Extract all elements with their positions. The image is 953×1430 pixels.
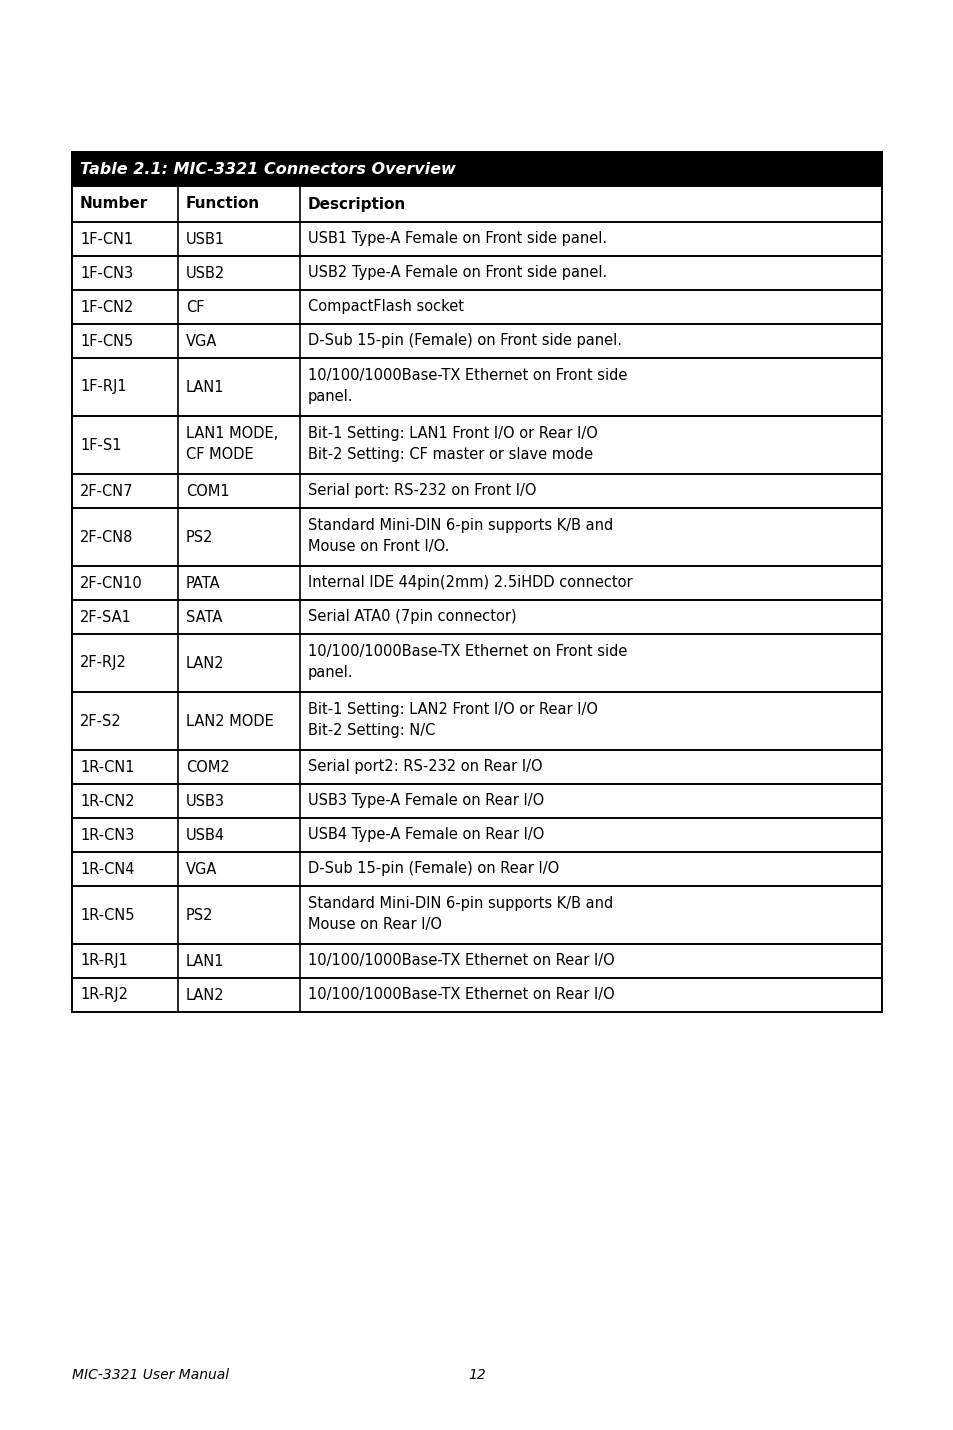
Text: 1R-CN3: 1R-CN3 bbox=[80, 828, 134, 842]
Text: 2F-CN8: 2F-CN8 bbox=[80, 529, 133, 545]
Text: USB3 Type-A Female on Rear I/O: USB3 Type-A Female on Rear I/O bbox=[308, 794, 543, 808]
Text: 1R-RJ1: 1R-RJ1 bbox=[80, 954, 128, 968]
Text: Standard Mini-DIN 6-pin supports K/B and: Standard Mini-DIN 6-pin supports K/B and bbox=[308, 897, 613, 911]
Text: 10/100/1000Base-TX Ethernet on Rear I/O: 10/100/1000Base-TX Ethernet on Rear I/O bbox=[308, 988, 614, 1002]
Text: USB4 Type-A Female on Rear I/O: USB4 Type-A Female on Rear I/O bbox=[308, 828, 544, 842]
Text: Mouse on Front I/O.: Mouse on Front I/O. bbox=[308, 539, 449, 553]
Text: LAN1: LAN1 bbox=[186, 379, 224, 395]
Text: Bit-1 Setting: LAN2 Front I/O or Rear I/O: Bit-1 Setting: LAN2 Front I/O or Rear I/… bbox=[308, 702, 598, 716]
Text: 2F-RJ2: 2F-RJ2 bbox=[80, 655, 127, 671]
Text: VGA: VGA bbox=[186, 333, 217, 349]
Text: Bit-2 Setting: N/C: Bit-2 Setting: N/C bbox=[308, 722, 435, 738]
Bar bbox=[71, 222, 882, 256]
Text: 1F-CN3: 1F-CN3 bbox=[80, 266, 133, 280]
Text: 1R-RJ2: 1R-RJ2 bbox=[80, 988, 128, 1002]
Bar bbox=[71, 601, 882, 633]
Bar bbox=[71, 290, 882, 325]
Text: USB1 Type-A Female on Front side panel.: USB1 Type-A Female on Front side panel. bbox=[308, 232, 606, 246]
Text: USB4: USB4 bbox=[186, 828, 225, 842]
Text: 10/100/1000Base-TX Ethernet on Rear I/O: 10/100/1000Base-TX Ethernet on Rear I/O bbox=[308, 954, 614, 968]
Bar bbox=[71, 887, 882, 944]
Text: Table 2.1: MIC-3321 Connectors Overview: Table 2.1: MIC-3321 Connectors Overview bbox=[80, 162, 456, 176]
Text: Serial port: RS-232 on Front I/O: Serial port: RS-232 on Front I/O bbox=[308, 483, 536, 499]
Bar bbox=[71, 749, 882, 784]
Text: Standard Mini-DIN 6-pin supports K/B and: Standard Mini-DIN 6-pin supports K/B and bbox=[308, 518, 613, 533]
Text: D-Sub 15-pin (Female) on Front side panel.: D-Sub 15-pin (Female) on Front side pane… bbox=[308, 333, 621, 349]
Text: CF MODE: CF MODE bbox=[186, 446, 253, 462]
Bar bbox=[71, 256, 882, 290]
Text: PS2: PS2 bbox=[186, 908, 213, 922]
Text: LAN2: LAN2 bbox=[186, 655, 224, 671]
Text: LAN1: LAN1 bbox=[186, 954, 224, 968]
Text: 1R-CN1: 1R-CN1 bbox=[80, 759, 134, 775]
Bar bbox=[71, 978, 882, 1012]
Text: Bit-2 Setting: CF master or slave mode: Bit-2 Setting: CF master or slave mode bbox=[308, 446, 593, 462]
Text: 2F-SA1: 2F-SA1 bbox=[80, 609, 132, 625]
Text: PATA: PATA bbox=[186, 575, 220, 591]
Text: Description: Description bbox=[308, 196, 406, 212]
Text: 2F-CN10: 2F-CN10 bbox=[80, 575, 143, 591]
Bar bbox=[71, 508, 882, 566]
Text: 1F-CN1: 1F-CN1 bbox=[80, 232, 133, 246]
Bar bbox=[71, 944, 882, 978]
Text: Mouse on Rear I/O: Mouse on Rear I/O bbox=[308, 917, 441, 932]
Bar bbox=[71, 186, 882, 222]
Text: 1R-CN4: 1R-CN4 bbox=[80, 861, 134, 877]
Text: COM1: COM1 bbox=[186, 483, 230, 499]
Bar bbox=[71, 633, 882, 692]
Bar bbox=[71, 358, 882, 416]
Text: USB3: USB3 bbox=[186, 794, 225, 808]
Bar bbox=[71, 784, 882, 818]
Text: CompactFlash socket: CompactFlash socket bbox=[308, 299, 463, 315]
Text: 1R-CN2: 1R-CN2 bbox=[80, 794, 134, 808]
Text: 10/100/1000Base-TX Ethernet on Front side: 10/100/1000Base-TX Ethernet on Front sid… bbox=[308, 644, 627, 659]
Text: 1F-CN5: 1F-CN5 bbox=[80, 333, 133, 349]
Bar bbox=[71, 566, 882, 601]
Text: USB2: USB2 bbox=[186, 266, 225, 280]
Bar bbox=[71, 818, 882, 852]
Text: 12: 12 bbox=[468, 1369, 485, 1381]
Text: VGA: VGA bbox=[186, 861, 217, 877]
Text: 10/100/1000Base-TX Ethernet on Front side: 10/100/1000Base-TX Ethernet on Front sid… bbox=[308, 368, 627, 383]
Bar bbox=[71, 152, 882, 186]
Text: panel.: panel. bbox=[308, 389, 354, 403]
Text: PS2: PS2 bbox=[186, 529, 213, 545]
Text: 1F-S1: 1F-S1 bbox=[80, 438, 121, 452]
Text: panel.: panel. bbox=[308, 665, 354, 679]
Text: USB2 Type-A Female on Front side panel.: USB2 Type-A Female on Front side panel. bbox=[308, 266, 607, 280]
Text: Internal IDE 44pin(2mm) 2.5iHDD connector: Internal IDE 44pin(2mm) 2.5iHDD connecto… bbox=[308, 575, 632, 591]
Text: COM2: COM2 bbox=[186, 759, 230, 775]
Text: Function: Function bbox=[186, 196, 260, 212]
Text: Serial ATA0 (7pin connector): Serial ATA0 (7pin connector) bbox=[308, 609, 517, 625]
Text: USB1: USB1 bbox=[186, 232, 225, 246]
Text: LAN1 MODE,: LAN1 MODE, bbox=[186, 426, 278, 440]
Text: 1F-RJ1: 1F-RJ1 bbox=[80, 379, 127, 395]
Bar bbox=[71, 325, 882, 358]
Bar bbox=[71, 692, 882, 749]
Text: 2F-CN7: 2F-CN7 bbox=[80, 483, 133, 499]
Text: Bit-1 Setting: LAN1 Front I/O or Rear I/O: Bit-1 Setting: LAN1 Front I/O or Rear I/… bbox=[308, 426, 598, 440]
Text: LAN2: LAN2 bbox=[186, 988, 224, 1002]
Text: Serial port2: RS-232 on Rear I/O: Serial port2: RS-232 on Rear I/O bbox=[308, 759, 542, 775]
Text: 1R-CN5: 1R-CN5 bbox=[80, 908, 134, 922]
Text: SATA: SATA bbox=[186, 609, 222, 625]
Text: Number: Number bbox=[80, 196, 148, 212]
Text: 2F-S2: 2F-S2 bbox=[80, 714, 122, 728]
Text: D-Sub 15-pin (Female) on Rear I/O: D-Sub 15-pin (Female) on Rear I/O bbox=[308, 861, 558, 877]
Bar bbox=[71, 473, 882, 508]
Text: CF: CF bbox=[186, 299, 204, 315]
Text: 1F-CN2: 1F-CN2 bbox=[80, 299, 133, 315]
Bar bbox=[71, 852, 882, 887]
Bar bbox=[71, 416, 882, 473]
Text: MIC-3321 User Manual: MIC-3321 User Manual bbox=[71, 1369, 229, 1381]
Text: LAN2 MODE: LAN2 MODE bbox=[186, 714, 274, 728]
